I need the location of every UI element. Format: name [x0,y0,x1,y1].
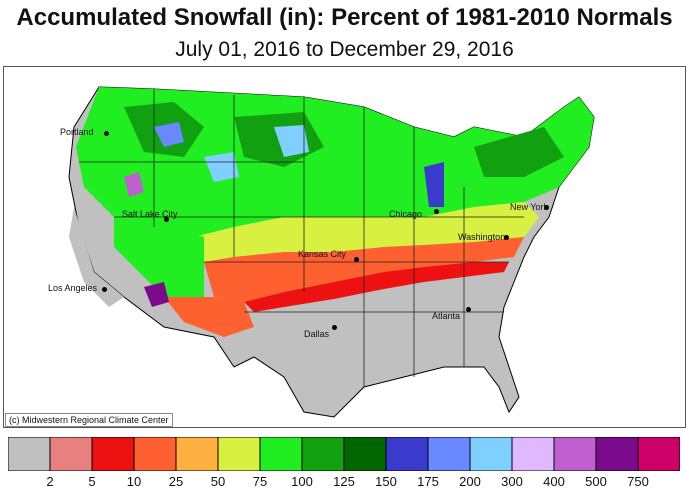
legend-swatch [343,437,387,471]
city-label: Los Angeles [48,283,98,293]
dallas-marker [332,325,337,330]
city-label: Portland [60,127,94,137]
map-title: Accumulated Snowfall (in): Percent of 19… [16,4,673,31]
legend-tick-label: 50 [210,474,226,489]
legend-tick-label: 2 [46,474,54,489]
city-label: Atlanta [432,311,461,321]
legend-swatch [511,437,555,471]
legend-swatch [8,437,51,471]
city-label: Washington [458,232,506,242]
color-legend [8,437,680,471]
city-label: Salt Lake City [122,209,178,219]
zone-green-north [76,87,594,237]
legend-swatch [385,437,429,471]
legend-swatch [427,437,471,471]
legend-swatch [259,437,303,471]
zone-west-coast [69,207,124,307]
legend-tick-label: 125 [333,474,355,489]
legend-tick-label: 75 [252,474,268,489]
legend-swatch [133,437,177,471]
legend-tick-label: 750 [627,474,649,489]
zone-sw-orange [164,297,254,337]
legend-tick-label: 500 [585,474,607,489]
legend-swatch [637,437,680,471]
city-label: New York [510,202,549,212]
legend-swatch [469,437,513,471]
city-label: Kansas City [298,249,347,259]
los-angeles-marker [102,287,107,292]
legend-swatches [8,437,680,471]
legend-swatch [91,437,135,471]
salt-lake-city-marker [164,217,169,222]
legend-tick-label: 300 [501,474,523,489]
legend-swatch [49,437,93,471]
portland-marker [104,131,109,136]
legend-swatch [553,437,597,471]
zone-dkgreen-3 [474,127,564,177]
map-subtitle: July 01, 2016 to December 29, 2016 [175,38,514,61]
state-borders [79,89,524,387]
new-york-marker [544,205,549,210]
zone-sw-green [114,217,204,297]
chicago-marker [434,209,439,214]
legend-tick-label: 5 [88,474,96,489]
city-label: Chicago [389,209,423,219]
credit-label: (c) Midwestern Regional Climate Center [5,413,173,427]
legend-swatch [217,437,261,471]
legend-ticks: 2 5 10 25 50 75 100 125 150 175 200 300 400 500 750 [8,474,680,490]
city-label: Dallas [304,329,330,339]
legend-swatch [595,437,639,471]
legend-tick-label: 150 [375,474,397,489]
zone-purple-1 [124,172,144,197]
washington-marker [504,235,509,240]
legend-swatch [175,437,219,471]
legend-tick-label: 10 [126,474,142,489]
legend-tick-label: 25 [168,474,184,489]
atlanta-marker [466,307,471,312]
legend-tick-label: 400 [543,474,565,489]
us-snowfall-map [68,86,595,418]
zone-blue-3 [424,162,444,207]
zone-blue-2 [274,125,309,157]
zone-blue-4 [204,152,239,182]
kansas-city-marker [354,257,359,262]
legend-swatch [301,437,345,471]
legend-tick-label: 100 [291,474,313,489]
legend-tick-label: 175 [417,474,439,489]
zone-sw-purple [144,282,169,307]
zone-blue-1 [154,122,184,147]
zone-red [244,262,509,312]
map-panel: Portland Salt Lake City Los Angeles Kans… [3,66,686,428]
legend-tick-label: 200 [459,474,481,489]
